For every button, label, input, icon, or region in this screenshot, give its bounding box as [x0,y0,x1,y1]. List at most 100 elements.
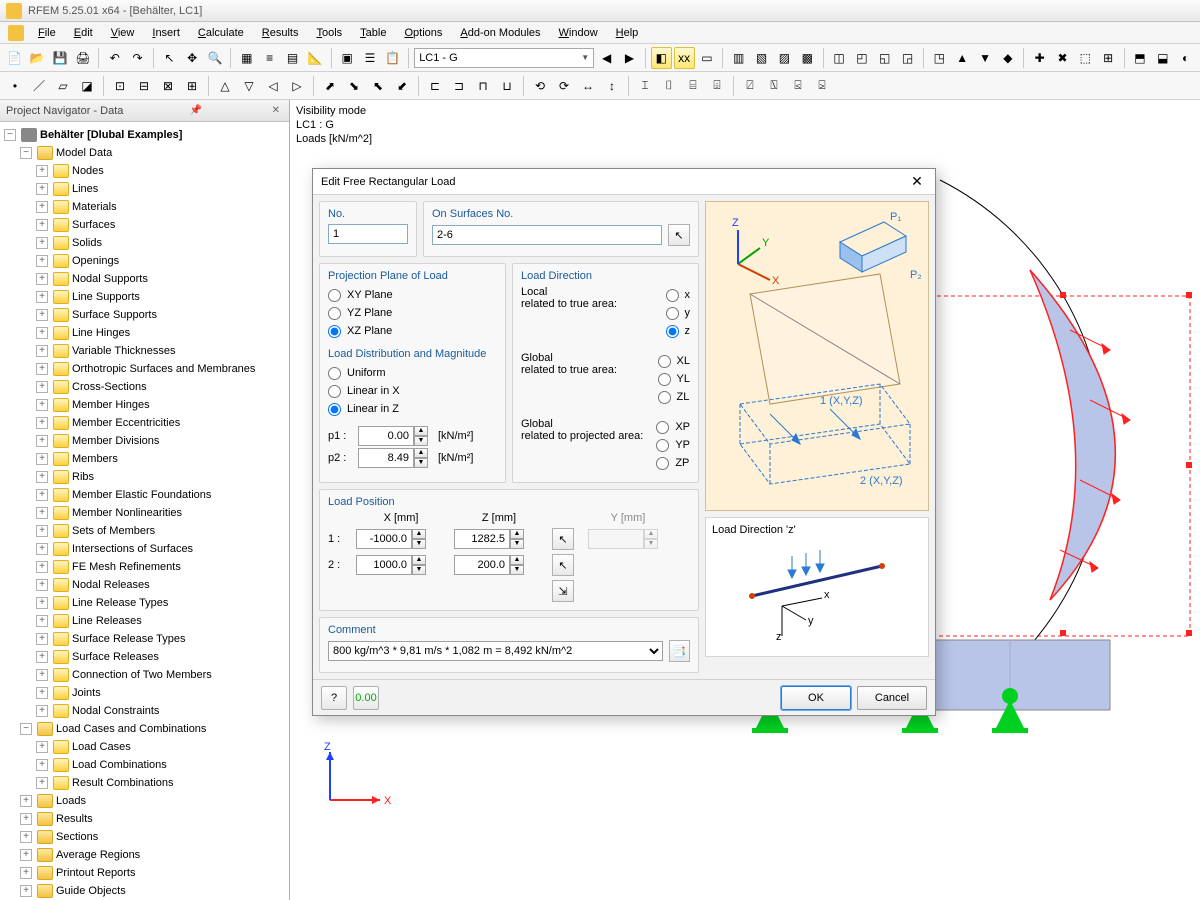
tb2-k2[interactable]: ⌷ [658,75,680,97]
tb-b3[interactable]: ◱ [874,47,895,69]
expander-icon[interactable]: + [36,687,48,699]
tb2-i2[interactable]: ⊐ [448,75,470,97]
comment-lib-icon[interactable]: 📑 [669,640,690,662]
tree-item[interactable]: −Load Cases and Combinations [0,720,289,738]
pick-pos1-icon[interactable]: ↖ [552,528,574,550]
tb-undo[interactable]: ↶ [104,47,125,69]
expander-icon[interactable]: + [36,381,48,393]
expander-icon[interactable]: − [20,723,32,735]
navigator-pin-icon[interactable]: 📌 [187,105,205,116]
dialog-titlebar[interactable]: Edit Free Rectangular Load ✕ [313,169,935,195]
tree-item[interactable]: +Sets of Members [0,522,289,540]
tree-item[interactable]: +Member Divisions [0,432,289,450]
tb2-f3[interactable]: ⊠ [157,75,179,97]
tree-item[interactable]: +Line Release Types [0,594,289,612]
expander-icon[interactable]: + [36,741,48,753]
tree-item[interactable]: +Nodal Supports [0,270,289,288]
p2-field[interactable]: ▲▼ [358,448,428,468]
tb-open[interactable]: 📂 [27,47,48,69]
tb-d2[interactable]: ✖ [1052,47,1073,69]
tb-a3[interactable]: ▨ [774,47,795,69]
expander-icon[interactable]: + [36,759,48,771]
tb-ruler[interactable]: 📐 [305,47,326,69]
help-icon[interactable]: ? [321,686,347,710]
menu-addon[interactable]: Add-on Modules [452,25,548,41]
expander-icon[interactable]: + [36,579,48,591]
expander-icon[interactable]: + [36,291,48,303]
expander-icon[interactable]: + [20,867,32,879]
tb2-g1[interactable]: △ [214,75,236,97]
tb-report[interactable]: 📋 [382,47,403,69]
tree-item[interactable]: +Sections [0,828,289,846]
menu-results[interactable]: Results [254,25,307,41]
pos-z2[interactable]: ▲▼ [454,555,544,575]
tb2-l3[interactable]: ⍃ [787,75,809,97]
expander-icon[interactable]: + [20,885,32,897]
tb2-l2[interactable]: ⍂ [763,75,785,97]
menu-file[interactable]: File [30,25,64,41]
tree-item[interactable]: +Member Eccentricities [0,414,289,432]
tb-save[interactable]: 💾 [50,47,71,69]
tree-item[interactable]: +Intersections of Surfaces [0,540,289,558]
expander-icon[interactable]: + [36,219,48,231]
tree-item[interactable]: +Load Combinations [0,756,289,774]
expander-icon[interactable]: + [20,849,32,861]
loadcase-combo[interactable]: LC1 - G ▼ [414,48,594,68]
menu-view[interactable]: View [103,25,143,41]
expander-icon[interactable]: + [20,831,32,843]
expander-icon[interactable]: + [36,705,48,717]
expander-icon[interactable]: + [36,309,48,321]
close-icon[interactable]: ✕ [907,173,927,190]
expander-icon[interactable]: + [36,363,48,375]
menu-edit[interactable]: Edit [66,25,101,41]
spin-down-icon[interactable]: ▼ [414,436,428,446]
expander-icon[interactable]: + [36,525,48,537]
expander-icon[interactable]: + [36,183,48,195]
tb-layers[interactable]: ≡ [259,47,280,69]
expander-icon[interactable]: − [4,129,16,141]
menu-calculate[interactable]: Calculate [190,25,252,41]
menu-table[interactable]: Table [352,25,394,41]
tb-hl1[interactable]: ◧ [651,47,672,69]
tree-item[interactable]: +Joints [0,684,289,702]
spin-up-icon[interactable]: ▲ [414,426,428,436]
expander-icon[interactable]: + [36,237,48,249]
expander-icon[interactable]: + [36,399,48,411]
pos-x1[interactable]: ▲▼ [356,529,446,549]
tb2-solid[interactable]: ◪ [76,75,98,97]
tb-table[interactable]: ▤ [282,47,303,69]
tb-a2[interactable]: ▧ [751,47,772,69]
tree-item[interactable]: +Printout Reports [0,864,289,882]
pos-x2[interactable]: ▲▼ [356,555,446,575]
tree-item[interactable]: +Connection of Two Members [0,666,289,684]
tree-item[interactable]: +Members [0,450,289,468]
spin-down-icon[interactable]: ▼ [414,458,428,468]
tree-item[interactable]: +Guide Objects [0,882,289,900]
expander-icon[interactable]: + [36,633,48,645]
tb-display[interactable]: ▣ [337,47,358,69]
tree-item[interactable]: +Line Releases [0,612,289,630]
tb2-h4[interactable]: ⬋ [391,75,413,97]
tb-list[interactable]: ☰ [360,47,381,69]
dir-z[interactable]: z [666,322,691,340]
tree-item[interactable]: +Member Nonlinearities [0,504,289,522]
tree-item[interactable]: +Ribs [0,468,289,486]
tb2-i1[interactable]: ⊏ [424,75,446,97]
expander-icon[interactable]: + [36,669,48,681]
tb2-j4[interactable]: ↕ [601,75,623,97]
tb2-l1[interactable]: ⍁ [739,75,761,97]
tree-item[interactable]: +Results [0,810,289,828]
tb2-node[interactable]: • [4,75,26,97]
tree-item[interactable]: +Line Hinges [0,324,289,342]
tb2-i4[interactable]: ⊔ [496,75,518,97]
tb2-f2[interactable]: ⊟ [133,75,155,97]
tb2-g2[interactable]: ▽ [238,75,260,97]
expander-icon[interactable]: + [36,417,48,429]
expander-icon[interactable]: − [20,147,32,159]
dir-zl[interactable]: ZL [658,388,690,406]
cancel-button[interactable]: Cancel [857,686,927,710]
tree-item[interactable]: +Cross-Sections [0,378,289,396]
expander-icon[interactable]: + [36,597,48,609]
tree-item[interactable]: +Surface Releases [0,648,289,666]
tree-item[interactable]: +Result Combinations [0,774,289,792]
